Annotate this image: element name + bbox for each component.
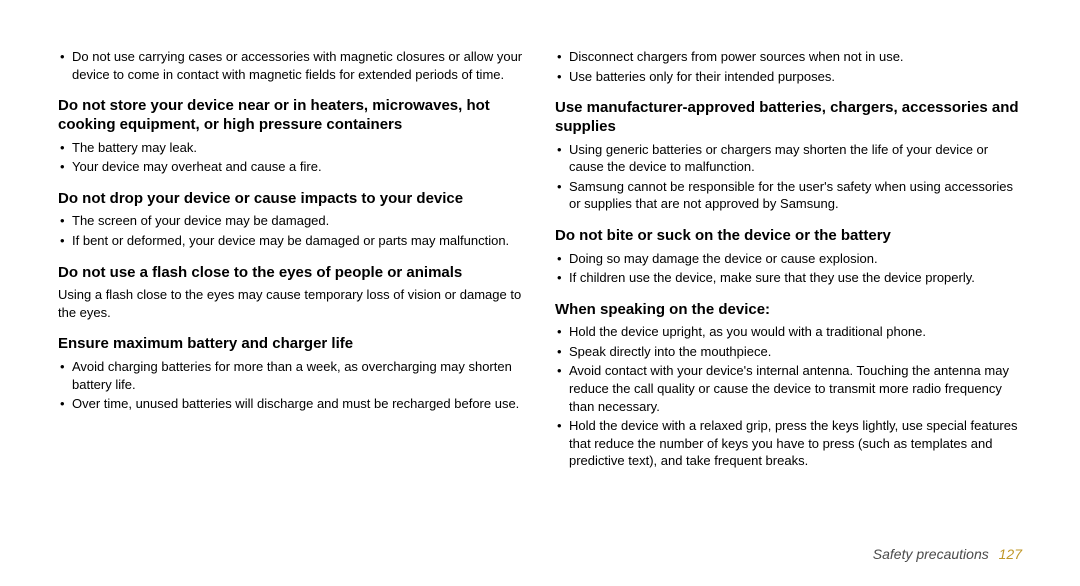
list-item: If bent or deformed, your device may be … xyxy=(58,232,525,250)
list-item: Avoid contact with your device's interna… xyxy=(555,362,1022,415)
footer-section-label: Safety precautions xyxy=(873,546,989,562)
list-item: If children use the device, make sure th… xyxy=(555,269,1022,287)
left-column: Do not use carrying cases or accessories… xyxy=(58,48,525,556)
bullet-list: Hold the device upright, as you would wi… xyxy=(555,323,1022,469)
page-footer: Safety precautions 127 xyxy=(873,546,1022,562)
paragraph: Using a flash close to the eyes may caus… xyxy=(58,286,525,321)
content-columns: Do not use carrying cases or accessories… xyxy=(58,48,1022,556)
list-item: Doing so may damage the device or cause … xyxy=(555,250,1022,268)
heading-bite: Do not bite or suck on the device or the… xyxy=(555,227,1022,246)
heading-heaters: Do not store your device near or in heat… xyxy=(58,97,525,135)
bullet-list: The battery may leak. Your device may ov… xyxy=(58,139,525,176)
list-item: Your device may overheat and cause a fir… xyxy=(58,158,525,176)
list-item: Samsung cannot be responsible for the us… xyxy=(555,178,1022,213)
heading-drop: Do not drop your device or cause impacts… xyxy=(58,190,525,209)
bullet-list: Using generic batteries or chargers may … xyxy=(555,141,1022,213)
right-column: Disconnect chargers from power sources w… xyxy=(555,48,1022,556)
list-item: Hold the device upright, as you would wi… xyxy=(555,323,1022,341)
heading-battery-life: Ensure maximum battery and charger life xyxy=(58,335,525,354)
footer-page-number: 127 xyxy=(999,546,1022,562)
list-item: Avoid charging batteries for more than a… xyxy=(58,358,525,393)
heading-speaking: When speaking on the device: xyxy=(555,301,1022,320)
list-item: Using generic batteries or chargers may … xyxy=(555,141,1022,176)
list-item: The battery may leak. xyxy=(58,139,525,157)
list-item: Disconnect chargers from power sources w… xyxy=(555,48,1022,66)
bullet-list: Disconnect chargers from power sources w… xyxy=(555,48,1022,85)
list-item: Hold the device with a relaxed grip, pre… xyxy=(555,417,1022,470)
heading-flash: Do not use a flash close to the eyes of … xyxy=(58,264,525,283)
list-item: Over time, unused batteries will dischar… xyxy=(58,395,525,413)
bullet-list: Doing so may damage the device or cause … xyxy=(555,250,1022,287)
bullet-list: Do not use carrying cases or accessories… xyxy=(58,48,525,83)
heading-approved: Use manufacturer-approved batteries, cha… xyxy=(555,99,1022,137)
list-item: Use batteries only for their intended pu… xyxy=(555,68,1022,86)
bullet-list: The screen of your device may be damaged… xyxy=(58,212,525,249)
list-item: Speak directly into the mouthpiece. xyxy=(555,343,1022,361)
bullet-list: Avoid charging batteries for more than a… xyxy=(58,358,525,413)
list-item: Do not use carrying cases or accessories… xyxy=(58,48,525,83)
list-item: The screen of your device may be damaged… xyxy=(58,212,525,230)
